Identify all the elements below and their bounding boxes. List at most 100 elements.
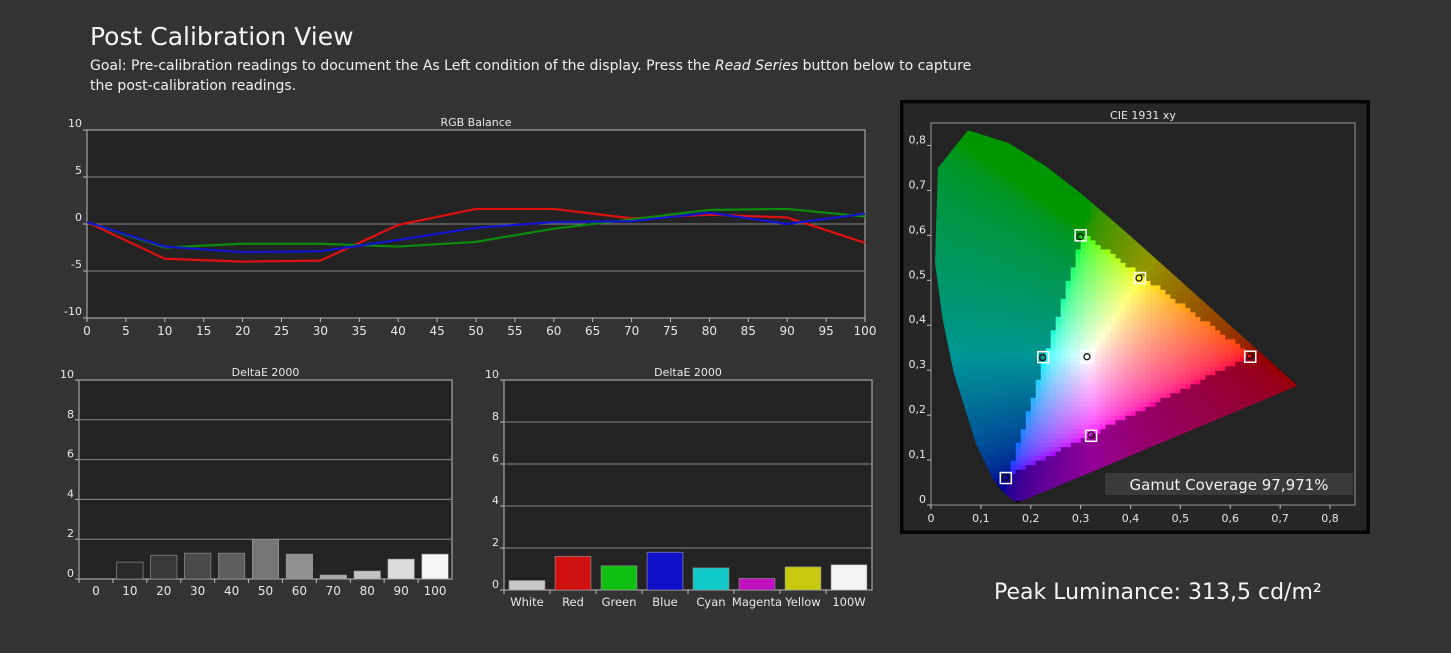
locus-cell (1160, 311, 1167, 317)
locus-cell (1095, 437, 1102, 443)
locus-cell (1030, 433, 1037, 439)
locus-cell (1235, 370, 1241, 376)
locus-cell (990, 235, 997, 241)
x-tick-label: 0,1 (972, 512, 990, 525)
locus-cell (955, 154, 962, 160)
locus-cell (1065, 329, 1072, 335)
locus-cell (990, 446, 997, 452)
locus-cell (1095, 248, 1102, 254)
locus-cell (1065, 334, 1072, 340)
locus-cell (945, 284, 952, 290)
locus-cell (995, 446, 1002, 452)
locus-cell (955, 190, 962, 196)
locus-cell (960, 257, 967, 263)
locus-cell (980, 356, 987, 362)
locus-cell (985, 253, 992, 259)
locus-cell (1035, 410, 1042, 416)
locus-cell (1005, 293, 1012, 299)
locus-cell (935, 194, 942, 200)
locus-cell (1060, 392, 1067, 398)
locus-cell (1065, 388, 1072, 394)
locus-cell (1225, 410, 1231, 416)
locus-cell (1025, 257, 1032, 263)
locus-cell (975, 239, 982, 245)
locus-cell (1065, 410, 1072, 416)
locus-cell (1055, 343, 1062, 349)
locus-cell (1095, 352, 1102, 358)
locus-cell (980, 316, 987, 322)
locus-cell (1100, 248, 1107, 254)
locus-cell (1030, 379, 1037, 385)
locus-cell (1120, 437, 1127, 443)
locus-cell (1085, 469, 1092, 475)
locus-cell (955, 356, 962, 362)
locus-cell (1170, 302, 1177, 308)
locus-cell (1060, 361, 1067, 367)
locus-cell (960, 181, 967, 187)
locus-cell (1040, 419, 1047, 425)
locus-cell (960, 383, 967, 389)
locus-cell (1030, 325, 1037, 331)
locus-cell (1195, 424, 1201, 430)
locus-cell (1105, 424, 1112, 430)
locus-cell (985, 464, 992, 470)
locus-cell (1200, 370, 1206, 376)
locus-cell (1095, 410, 1102, 416)
locus-cell (1170, 280, 1177, 286)
locus-cell (985, 280, 992, 286)
locus-cell (1160, 379, 1167, 385)
locus-cell (1040, 311, 1047, 317)
locus-cell (1060, 239, 1067, 245)
locus-cell (955, 289, 962, 295)
locus-cell (1000, 424, 1007, 430)
locus-cell (1010, 446, 1017, 452)
locus-cell (1075, 460, 1082, 466)
locus-cell (1010, 181, 1017, 187)
locus-cell (1125, 406, 1132, 412)
locus-cell (1010, 316, 1017, 322)
locus-cell (1055, 469, 1062, 475)
locus-cell (1140, 446, 1147, 452)
locus-cell (1120, 320, 1127, 326)
locus-cell (1015, 379, 1022, 385)
locus-cell (935, 262, 937, 268)
locus-cell (950, 352, 957, 358)
locus-cell (1090, 343, 1097, 349)
locus-cell (1015, 460, 1022, 466)
locus-cell (1080, 383, 1087, 389)
locus-cell (1120, 262, 1127, 268)
locus-cell (1130, 338, 1137, 344)
locus-cell (955, 271, 962, 277)
locus-cell (950, 239, 957, 245)
y-tick-label: 0 (919, 493, 926, 506)
locus-cell (1045, 190, 1052, 196)
locus-cell (955, 325, 962, 331)
locus-cell (1010, 275, 1017, 281)
locus-cell (980, 253, 987, 259)
locus-cell (1105, 343, 1112, 349)
locus-cell (1020, 325, 1027, 331)
locus-cell (975, 388, 982, 394)
locus-cell (970, 158, 977, 165)
locus-cell (995, 428, 1002, 434)
locus-cell (1095, 383, 1102, 389)
locus-cell (1090, 226, 1097, 232)
locus-cell (1135, 374, 1142, 380)
locus-cell (995, 176, 1002, 183)
locus-cell (1100, 302, 1107, 308)
locus-cell (1165, 334, 1172, 340)
locus-cell (970, 217, 977, 223)
locus-cell (970, 131, 977, 138)
locus-cell (980, 194, 987, 200)
locus-cell (1040, 262, 1047, 268)
locus-cell (1050, 419, 1057, 425)
locus-cell (1075, 401, 1082, 407)
locus-cell (955, 374, 962, 380)
locus-cell (1015, 424, 1022, 430)
locus-cell (970, 289, 977, 295)
locus-cell (1075, 392, 1082, 398)
locus-cell (1130, 343, 1137, 349)
locus-cell (1060, 217, 1067, 223)
locus-cell (1020, 433, 1027, 439)
locus-cell (1105, 460, 1112, 466)
